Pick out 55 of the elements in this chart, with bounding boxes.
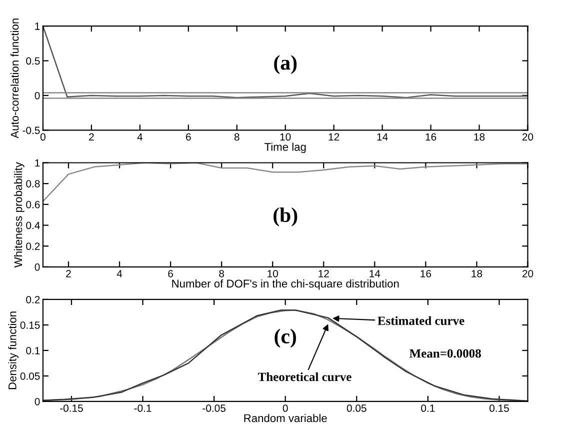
x-tick-label: 6 <box>168 270 173 278</box>
x-axis-title: Random variable <box>244 414 327 422</box>
y-tick-label: 1 <box>35 159 40 167</box>
y-tick-label: 0.5 <box>26 57 40 65</box>
x-tick-label: 2 <box>89 133 94 141</box>
x-tick-label: 6 <box>186 133 191 141</box>
x-tick-label: 0.1 <box>421 404 435 412</box>
y-tick-label: 0.05 <box>20 372 40 380</box>
x-tick-label: 0 <box>282 404 288 412</box>
x-tick-label: 2 <box>66 270 71 278</box>
x-tick-label: 10 <box>268 270 278 278</box>
x-tick-label: 18 <box>472 270 482 278</box>
x-tick-label: 4 <box>137 133 143 141</box>
y-tick-label: 0.2 <box>26 242 40 250</box>
y-tick-label: 0 <box>34 92 40 100</box>
x-tick-label: 0.05 <box>346 404 366 412</box>
x-tick-label: 16 <box>420 270 432 278</box>
x-tick-label: 4 <box>116 270 122 278</box>
y-tick-label: 0.1 <box>26 346 40 354</box>
x-tick-label: 16 <box>426 133 436 141</box>
y-tick-label: -0.5 <box>22 126 40 134</box>
x-axis-title: Time lag <box>264 142 306 154</box>
y-axis-title: Auto-correlation function <box>10 18 19 138</box>
annotation: (a) <box>274 55 297 74</box>
x-tick-label: -0.15 <box>60 404 83 412</box>
x-tick-label: -0.05 <box>202 404 226 412</box>
annotation: (c) <box>274 328 296 348</box>
x-tick-label: 8 <box>234 133 240 141</box>
x-tick-label: 20 <box>522 270 534 278</box>
y-tick-label: 1 <box>35 22 40 30</box>
annotation: Estimated curve <box>378 316 464 326</box>
y-axis-title: Whiteness probability <box>14 162 24 268</box>
x-tick-label: 12 <box>318 270 329 278</box>
x-tick-label: 10 <box>280 133 291 141</box>
y-tick-label: 0 <box>34 398 40 406</box>
x-axis-title: Number of DOF's in the chi-square distribution <box>172 279 399 290</box>
x-tick-label: 0.15 <box>489 404 509 412</box>
x-tick-label: 8 <box>219 270 224 278</box>
x-tick-label: 14 <box>370 270 380 278</box>
x-tick-label: 20 <box>522 133 534 141</box>
y-axis-title: Density function <box>8 312 19 390</box>
x-tick-label: 18 <box>474 133 485 141</box>
y-tick-label: 0.8 <box>26 180 40 188</box>
x-tick-label: 12 <box>328 133 340 141</box>
annotation: Theoretical curve <box>258 372 352 382</box>
y-tick-label: 0.2 <box>26 296 40 304</box>
x-tick-label: 0 <box>40 133 46 141</box>
y-tick-label: 0 <box>34 263 40 271</box>
x-tick-label: 14 <box>377 133 388 141</box>
annotation: (b) <box>274 207 298 226</box>
annotation: Mean=0.0008 <box>410 349 481 358</box>
x-tick-label: -0.1 <box>134 404 152 412</box>
y-tick-label: 0.6 <box>26 200 40 208</box>
y-tick-label: 0.15 <box>20 321 40 329</box>
y-tick-label: 0.4 <box>26 222 40 230</box>
